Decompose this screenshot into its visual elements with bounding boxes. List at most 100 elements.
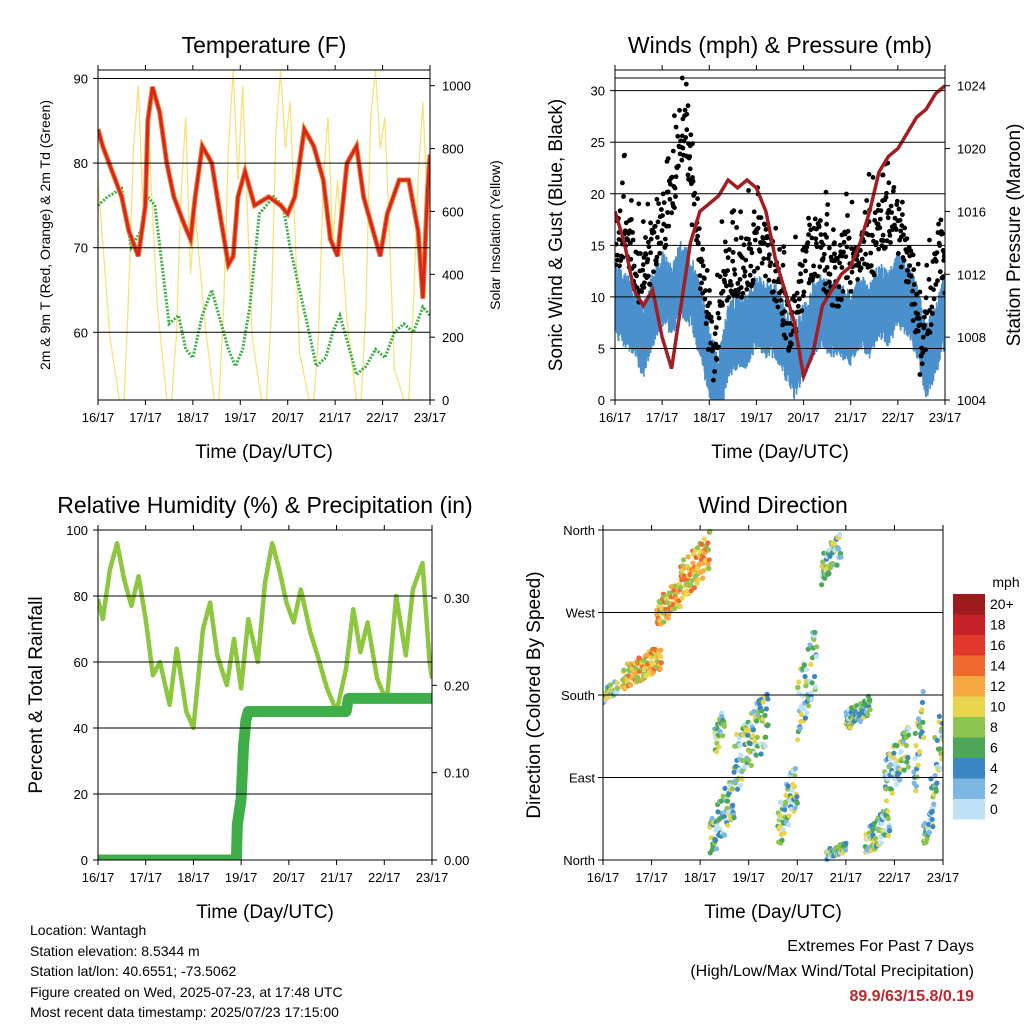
gust-point	[793, 234, 798, 240]
gust-point	[673, 124, 679, 130]
direction-point	[664, 599, 670, 606]
gust-point	[732, 267, 737, 272]
gust-point	[722, 279, 728, 285]
y-tick-label: 20	[591, 187, 605, 202]
gust-point	[894, 198, 900, 204]
direction-point	[812, 629, 818, 636]
gust-point	[640, 262, 646, 267]
plot-frame	[97, 529, 433, 861]
gust-point	[654, 254, 660, 260]
direction-point	[878, 834, 884, 840]
gust-point	[768, 260, 773, 265]
direction-point	[885, 808, 891, 814]
direction-point	[701, 536, 707, 542]
direction-point	[891, 755, 897, 761]
direction-point	[834, 562, 840, 568]
gust-point	[868, 263, 874, 269]
direction-point	[903, 742, 910, 749]
direction-point	[803, 683, 809, 689]
direction-point	[764, 691, 770, 698]
gust-point	[685, 103, 691, 109]
gust-point	[713, 325, 719, 330]
gust-point	[902, 225, 907, 231]
gust-point	[905, 268, 910, 273]
gust-point	[836, 284, 842, 290]
direction-point	[672, 605, 678, 612]
direction-point	[921, 734, 927, 741]
gust-point	[643, 252, 649, 257]
extremes-title: Extremes For Past 7 Days	[787, 938, 974, 955]
direction-point	[915, 762, 921, 768]
y2-tick-label: 800	[442, 142, 464, 157]
y-tick-label: 70	[74, 241, 88, 256]
gust-point	[775, 304, 781, 310]
gust-point	[651, 229, 657, 235]
direction-point	[937, 765, 943, 772]
gust-point	[749, 250, 755, 256]
y-tick-label: 90	[74, 71, 88, 86]
direction-point	[765, 696, 771, 702]
direction-point	[813, 684, 819, 690]
gust-point	[885, 215, 891, 221]
gust-point	[798, 271, 803, 277]
gust-point	[715, 310, 721, 316]
gust-point	[898, 264, 904, 270]
direction-point	[661, 619, 667, 625]
gust-point	[739, 255, 745, 260]
gust-point	[683, 135, 689, 140]
gust-point	[666, 223, 672, 229]
direction-point	[722, 785, 728, 792]
gust-point	[862, 210, 868, 215]
x-tick-label: 18/17	[177, 410, 210, 425]
gust-point	[680, 145, 686, 151]
gust-point	[849, 269, 855, 275]
gust-point	[677, 107, 682, 113]
gust-point	[841, 249, 846, 255]
gust-point	[877, 225, 883, 231]
humidity-chart: 16/17 17/17 18/17 19/17 20/17 21/17 22/17 23/17…	[26, 492, 473, 923]
gust-point	[777, 247, 782, 252]
gust-point	[933, 282, 939, 287]
direction-point	[713, 749, 720, 755]
temperature-series	[98, 70, 430, 400]
gust-point	[740, 290, 746, 296]
gust-point	[900, 212, 905, 218]
gust-point	[634, 273, 639, 279]
gust-point	[640, 267, 646, 273]
gust-point	[782, 309, 788, 314]
gust-point	[926, 277, 932, 282]
legend-swatch	[953, 799, 985, 820]
y2-tick-label: 0.20	[444, 678, 469, 693]
direction-point	[792, 805, 798, 811]
gust-point	[937, 269, 943, 275]
direction-point	[729, 786, 736, 792]
gust-point	[832, 240, 837, 246]
y-tick-label: 80	[74, 156, 88, 171]
plot-frame	[97, 69, 431, 401]
gust-point	[746, 236, 751, 242]
direction-point	[906, 732, 912, 738]
legend-title: mph	[992, 574, 1019, 590]
extremes-box: Extremes For Past 7 Days (High/Low/Max W…	[690, 934, 974, 1009]
gust-point	[757, 249, 763, 254]
direction-point	[831, 541, 837, 547]
gust-point	[849, 199, 855, 205]
gust-point	[927, 330, 933, 335]
gust-point	[900, 199, 905, 205]
x-tick-label: 21/17	[830, 870, 863, 885]
gust-point	[781, 249, 787, 255]
gust-point	[673, 174, 679, 180]
gust-point	[942, 290, 945, 296]
direction-point	[930, 824, 936, 830]
gust-point	[755, 225, 761, 231]
gust-point	[642, 280, 647, 286]
y2-tick-label: 1024	[957, 79, 986, 94]
direction-point	[696, 561, 702, 568]
direction-point	[819, 563, 825, 570]
gust-point	[801, 289, 807, 295]
gust-point	[734, 225, 739, 230]
gust-point	[941, 250, 945, 255]
direction-point	[737, 742, 743, 748]
direction-point	[808, 690, 815, 696]
gust-point	[806, 280, 812, 286]
